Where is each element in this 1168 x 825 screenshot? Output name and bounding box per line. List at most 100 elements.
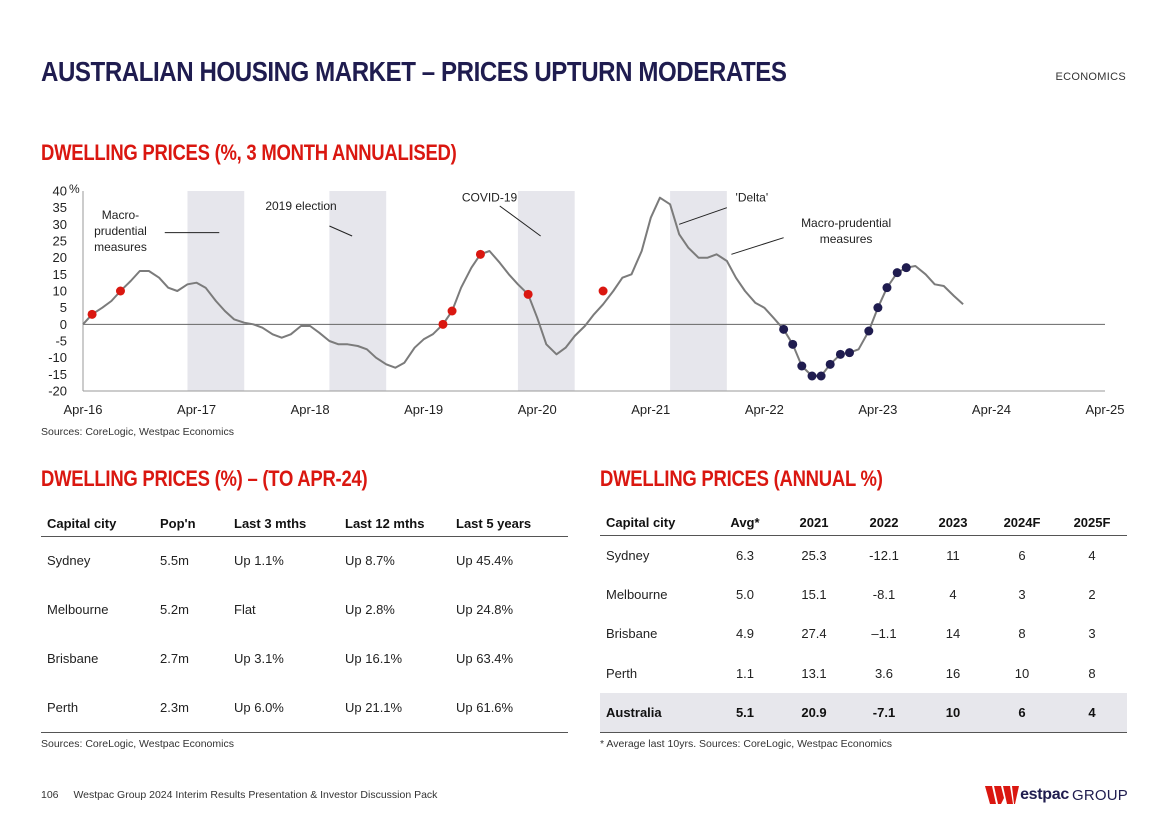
cell-city: Melbourne	[606, 586, 668, 602]
section-label: ECONOMICS	[1055, 71, 1126, 83]
col-header: 2025F	[1057, 511, 1127, 536]
table1-source: Sources: CoreLogic, Westpac Economics	[41, 738, 234, 750]
cell-2022: 3.6	[874, 666, 894, 682]
shaded-period	[329, 191, 387, 391]
logo-wordmark: estpac	[1020, 786, 1069, 803]
y-tick-label: 25	[53, 234, 67, 249]
table2-title: DWELLING PRICES (ANNUAL %)	[600, 466, 883, 491]
cell-avg: 5.1	[711, 693, 779, 734]
cell-city: Brisbane	[606, 626, 658, 642]
table1-title: DWELLING PRICES (%) – (TO APR-24)	[41, 466, 368, 491]
highlight-point	[115, 286, 125, 296]
highlight-point	[807, 371, 817, 381]
annotation-pointer	[679, 207, 728, 225]
annotation-label: Macro-prudential	[801, 216, 891, 230]
y-tick-label: 10	[53, 284, 67, 299]
y-tick-label: 40	[53, 184, 67, 199]
highlight-point	[864, 326, 874, 336]
highlight-point	[797, 361, 807, 371]
table-row: Perth 2.3m Up 6.0% Up 21.1% Up 61.6%	[41, 683, 568, 733]
table-header-row: Capital city Avg* 2021 2022 2023 2024F 2…	[600, 511, 1127, 536]
annotation-label: measures	[94, 240, 147, 254]
cell-12m: Up 16.1%	[345, 651, 403, 666]
cell-5y: Up 24.8%	[456, 602, 514, 617]
chart-source: Sources: CoreLogic, Westpac Economics	[41, 426, 234, 438]
cell-city: Brisbane	[47, 651, 99, 666]
table2-source: * Average last 10yrs. Sources: CoreLogic…	[600, 738, 893, 750]
cell-3m: Up 6.0%	[234, 683, 345, 733]
shaded-period	[670, 191, 727, 391]
cell-avg: 5.0	[735, 586, 755, 602]
cell-2022: –1.1	[871, 626, 897, 642]
cell-5y: Up 63.4%	[456, 651, 514, 666]
cell-12m: Up 2.8%	[345, 602, 395, 617]
highlight-point	[788, 339, 798, 349]
cell-city: Sydney	[606, 547, 650, 563]
highlight-point	[523, 289, 533, 299]
highlight-point	[892, 268, 902, 278]
col-header: Pop'n	[160, 512, 234, 537]
cell-2023: 4	[949, 586, 957, 602]
y-axis-unit: %	[69, 182, 80, 196]
cell-city: Melbourne	[47, 602, 109, 617]
table-annual-prices: Capital city Avg* 2021 2022 2023 2024F 2…	[600, 511, 1127, 734]
cell-3m: Up 3.1%	[234, 651, 284, 666]
table-row: Sydney 5.5m Up 1.1% Up 8.7% Up 45.4%	[41, 536, 568, 585]
cell-3m: Flat	[234, 602, 256, 617]
cell-avg: 6.3	[735, 547, 755, 563]
table-row: Melbourne 5.0 15.1 -8.1 4 3 2	[600, 575, 1127, 615]
annotation-label: 2019 election	[265, 199, 336, 213]
cell-2022: -7.1	[849, 693, 919, 734]
table-prices-to-apr24: Capital city Pop'n Last 3 mths Last 12 m…	[41, 512, 568, 733]
chart-title: DWELLING PRICES (%, 3 MONTH ANNUALISED)	[41, 140, 457, 165]
col-header: Last 3 mths	[234, 512, 345, 537]
cell-avg: 4.9	[735, 626, 755, 642]
cell-city: Australia	[600, 693, 711, 734]
col-header: Avg*	[711, 511, 779, 536]
col-header: Last 12 mths	[345, 512, 456, 537]
cell-2021: 20.9	[779, 693, 849, 734]
y-tick-label: -5	[55, 334, 67, 349]
highlight-point	[882, 283, 892, 293]
cell-2025f: 4	[1057, 693, 1127, 734]
highlight-point	[598, 286, 608, 296]
footer: 106 Westpac Group 2024 Interim Results P…	[41, 789, 437, 801]
cell-2023: 14	[945, 626, 961, 642]
highlight-point	[845, 348, 854, 358]
cell-2025f: 3	[1088, 626, 1096, 642]
y-tick-label: 5	[60, 300, 67, 315]
x-tick-label: Apr-22	[745, 402, 784, 417]
cell-12m: Up 21.1%	[345, 683, 456, 733]
cell-pop: 5.2m	[160, 602, 189, 617]
highlight-point	[825, 359, 835, 369]
cell-2021: 15.1	[801, 586, 827, 602]
annotation-pointer	[329, 225, 353, 237]
x-tick-label: Apr-18	[291, 402, 330, 417]
y-tick-label: 0	[60, 317, 67, 332]
westpac-w-icon	[985, 786, 1020, 804]
cell-3m: Up 1.1%	[234, 553, 284, 569]
cell-city: Perth	[41, 683, 160, 733]
annotation-label: COVID-19	[462, 191, 518, 205]
highlight-point	[816, 371, 826, 381]
highlight-point	[873, 303, 883, 313]
highlight-point	[779, 324, 789, 334]
col-header: Capital city	[41, 512, 160, 537]
y-tick-label: 15	[53, 267, 67, 282]
page-number: 106	[41, 789, 59, 801]
x-tick-label: Apr-23	[858, 402, 897, 417]
cell-2021: 13.1	[801, 666, 827, 682]
cell-2024f: 3	[1018, 586, 1026, 602]
cell-2021: 27.4	[801, 626, 827, 642]
table-total-row: Australia 5.1 20.9 -7.1 10 6 4	[600, 693, 1127, 734]
shaded-period	[187, 191, 245, 391]
cell-pop: 2.7m	[160, 651, 189, 666]
cell-12m: Up 8.7%	[345, 553, 395, 569]
cell-2025f: 2	[1088, 586, 1096, 602]
cell-pop: 5.5m	[160, 553, 189, 569]
logo-group-text: GROUP	[1071, 786, 1128, 804]
cell-5y: Up 61.6%	[456, 683, 568, 733]
cell-5y: Up 45.4%	[456, 553, 514, 569]
cell-pop: 2.3m	[160, 683, 234, 733]
cell-2021: 25.3	[801, 547, 827, 563]
